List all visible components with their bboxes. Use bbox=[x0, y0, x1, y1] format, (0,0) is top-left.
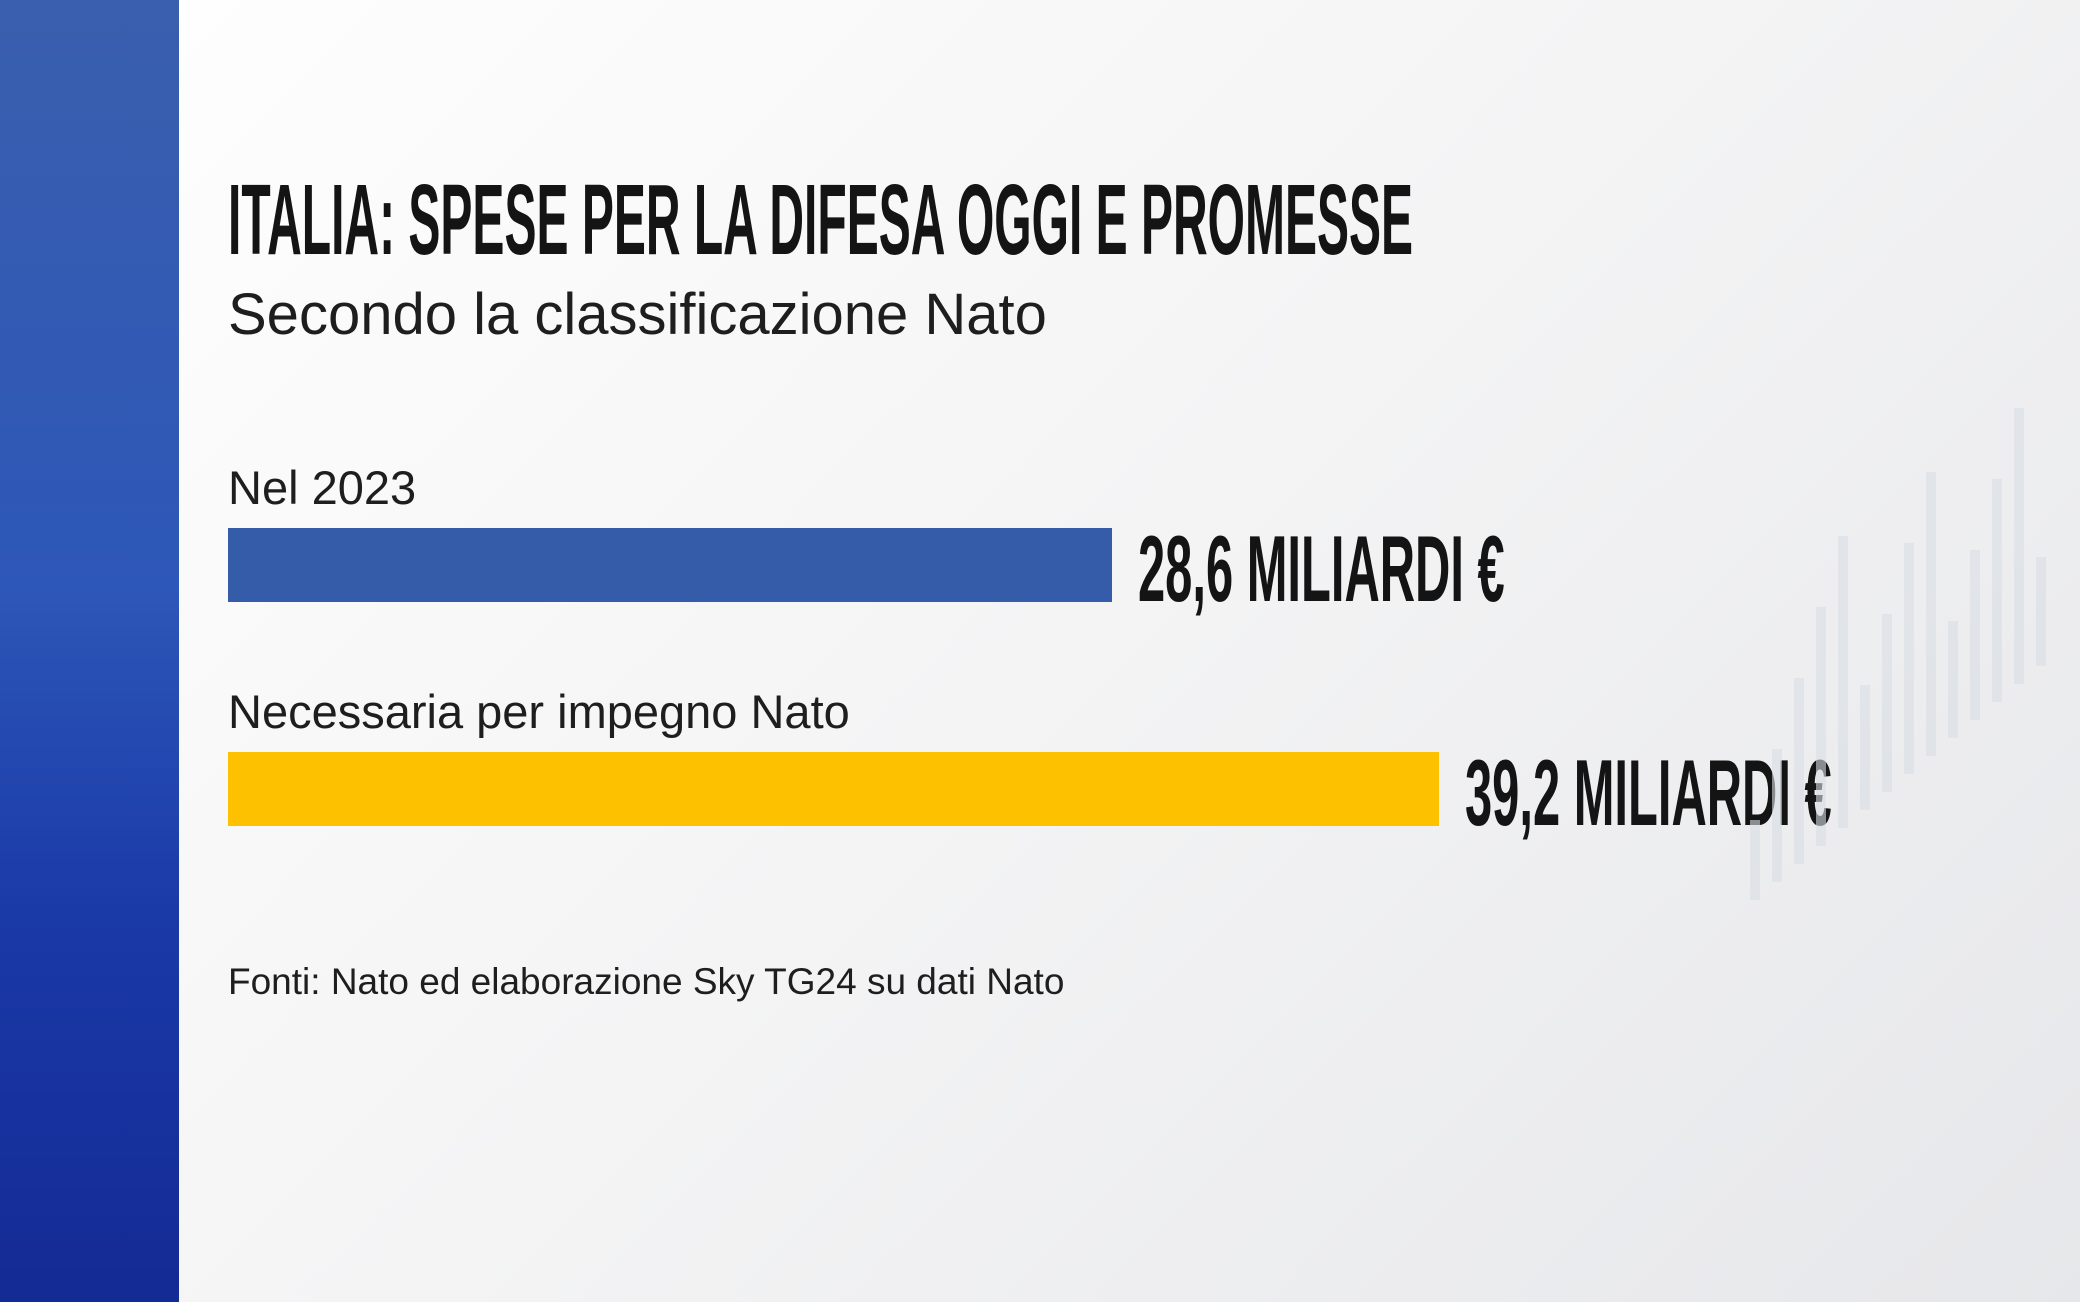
category-label: Necessaria per impegno Nato bbox=[228, 685, 850, 738]
decorative-candlestick bbox=[1816, 607, 1826, 846]
decorative-candlestick bbox=[1838, 536, 1848, 828]
decorative-candlestick bbox=[1970, 550, 1980, 720]
chart-subtitle: Secondo la classificazione Nato bbox=[228, 282, 1047, 347]
decorative-candlestick bbox=[1948, 621, 1958, 738]
value-label: 28,6 MILIARDI € bbox=[1137, 516, 1505, 621]
decorative-candlestick bbox=[1992, 479, 2002, 702]
bar-nato-target bbox=[228, 752, 1439, 826]
decorative-candlestick bbox=[1904, 543, 1914, 774]
decorative-candlestick bbox=[2036, 557, 2046, 666]
decorative-candlestick bbox=[1882, 614, 1892, 792]
value-label: 39,2 MILIARDI € bbox=[1465, 740, 1832, 845]
decorative-candlestick bbox=[2014, 408, 2024, 684]
category-label: Nel 2023 bbox=[228, 461, 417, 514]
bar-2023 bbox=[228, 528, 1112, 602]
decorative-candlestick bbox=[1772, 749, 1782, 882]
decorative-candlestick bbox=[1794, 678, 1804, 864]
decorative-side-panel bbox=[0, 0, 179, 1302]
chart-title: ITALIA: SPESE PER LA DIFESA OGGI E PROME… bbox=[228, 164, 1414, 276]
source-note: Fonti: Nato ed elaborazione Sky TG24 su … bbox=[228, 961, 1065, 1002]
decorative-candlestick bbox=[1926, 472, 1936, 756]
decorative-candlestick bbox=[1750, 820, 1760, 900]
decorative-candlestick bbox=[1860, 685, 1870, 810]
